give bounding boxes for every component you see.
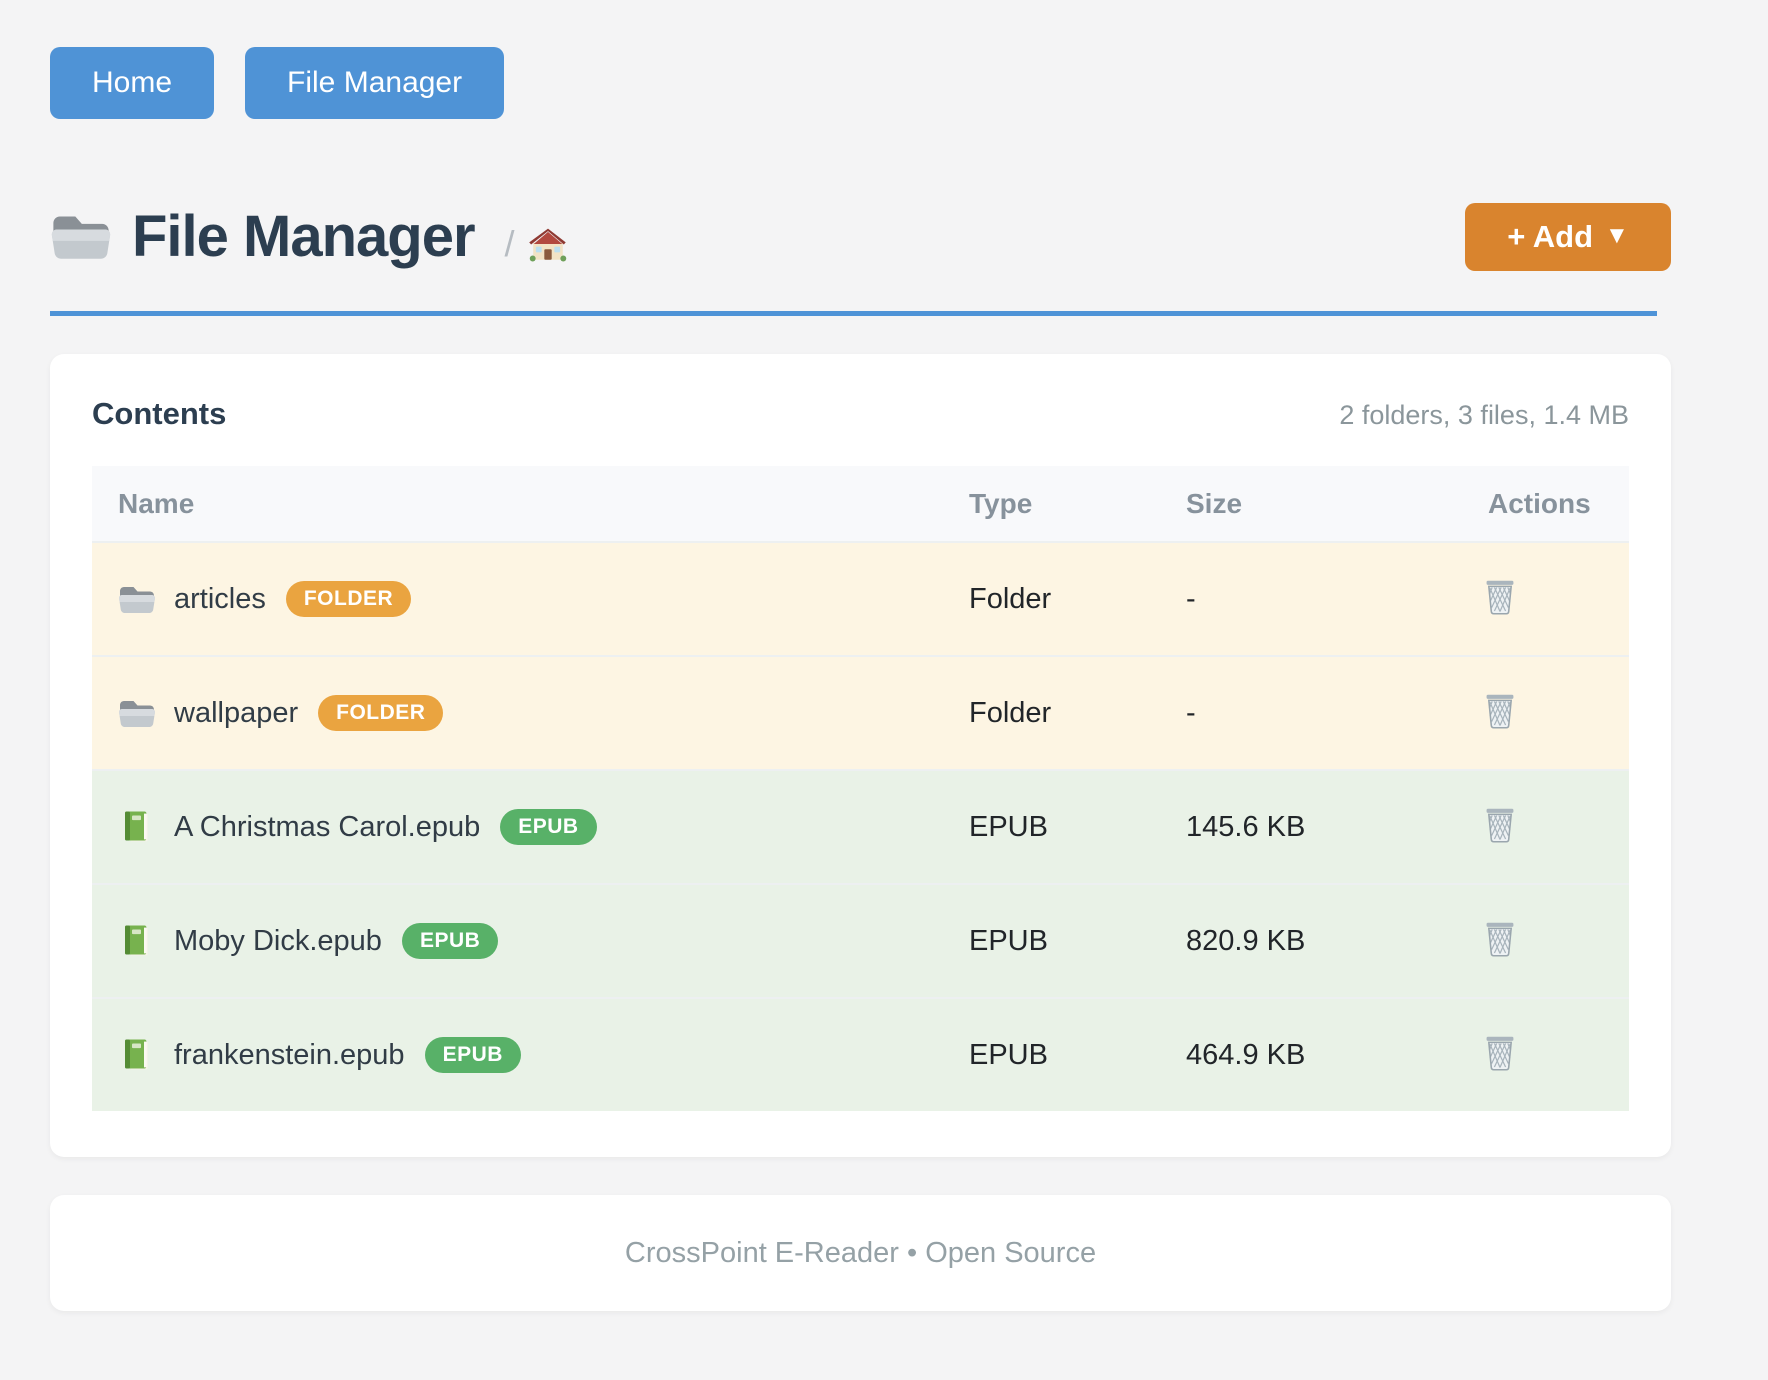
name-cell: wallpaper FOLDER — [92, 695, 969, 731]
contents-card: Contents 2 folders, 3 files, 1.4 MB Name… — [50, 354, 1671, 1157]
trash-icon — [1482, 1034, 1518, 1072]
table-row: wallpaper FOLDER Folder - — [92, 655, 1629, 769]
size-cell: 464.9 KB — [1186, 1038, 1306, 1071]
contents-summary: 2 folders, 3 files, 1.4 MB — [1339, 400, 1629, 430]
card-header: Contents 2 folders, 3 files, 1.4 MB — [92, 396, 1629, 432]
size-cell: - — [1186, 696, 1196, 729]
type-badge: EPUB — [500, 809, 597, 845]
file-name-link[interactable]: A Christmas Carol.epub — [174, 810, 481, 843]
trash-icon — [1482, 692, 1518, 730]
delete-button[interactable] — [1482, 920, 1518, 958]
file-name-link[interactable]: Moby Dick.epub — [174, 924, 382, 957]
add-button-label: + Add — [1507, 219, 1594, 254]
actions-cell — [1472, 578, 1629, 621]
trash-icon — [1482, 578, 1518, 616]
folder-icon — [118, 696, 156, 730]
delete-button[interactable] — [1482, 1034, 1518, 1072]
title-group: File Manager / — [50, 208, 567, 266]
home-button[interactable]: Home — [50, 47, 215, 119]
caret-down-icon: ▼ — [1605, 222, 1629, 249]
table-row: frankenstein.epub EPUB EPUB 464.9 KB — [92, 997, 1629, 1111]
delete-button[interactable] — [1482, 692, 1518, 730]
column-header-name: Name — [118, 487, 195, 519]
breadcrumb: / — [505, 226, 567, 266]
actions-cell — [1472, 692, 1629, 735]
book-icon — [118, 1038, 156, 1072]
type-cell: EPUB — [969, 924, 1048, 957]
house-icon[interactable] — [528, 228, 567, 262]
file-table: Name Type Size Actions articles FOLDER F… — [92, 466, 1629, 1111]
type-badge: EPUB — [424, 1037, 521, 1073]
name-cell: articles FOLDER — [92, 581, 969, 617]
type-cell: Folder — [969, 696, 1052, 729]
type-cell: EPUB — [969, 810, 1048, 843]
column-header-size: Size — [1186, 487, 1243, 519]
book-icon — [118, 924, 156, 958]
name-cell: A Christmas Carol.epub EPUB — [92, 809, 969, 845]
header-divider — [50, 311, 1657, 316]
file-name-link[interactable]: articles — [174, 582, 266, 615]
folder-icon — [50, 210, 112, 262]
actions-cell — [1472, 806, 1629, 849]
top-nav: Home File Manager — [50, 0, 1671, 119]
size-cell: - — [1186, 582, 1196, 615]
column-header-actions: Actions — [1488, 487, 1591, 519]
page-header: File Manager / + Add ▼ — [50, 203, 1671, 271]
delete-button[interactable] — [1482, 806, 1518, 844]
table-row: A Christmas Carol.epub EPUB EPUB 145.6 K… — [92, 769, 1629, 883]
contents-title: Contents — [92, 396, 227, 431]
breadcrumb-separator: / — [504, 223, 515, 264]
table-header-row: Name Type Size Actions — [92, 466, 1629, 541]
table-row: Moby Dick.epub EPUB EPUB 820.9 KB — [92, 883, 1629, 997]
folder-icon — [118, 582, 156, 616]
table-body: articles FOLDER Folder - wallpaper FOLDE… — [92, 541, 1629, 1111]
delete-button[interactable] — [1482, 578, 1518, 616]
trash-icon — [1482, 806, 1518, 844]
column-header-type: Type — [969, 487, 1033, 519]
size-cell: 820.9 KB — [1186, 924, 1306, 957]
book-icon — [118, 810, 156, 844]
name-cell: frankenstein.epub EPUB — [92, 1037, 969, 1073]
type-cell: EPUB — [969, 1038, 1048, 1071]
file-name-link[interactable]: wallpaper — [174, 696, 299, 729]
size-cell: 145.6 KB — [1186, 810, 1306, 843]
page-title: File Manager — [132, 204, 476, 269]
type-badge: EPUB — [401, 923, 499, 959]
type-cell: Folder — [969, 582, 1052, 615]
add-button[interactable]: + Add ▼ — [1465, 203, 1671, 271]
table-row: articles FOLDER Folder - — [92, 541, 1629, 655]
name-cell: Moby Dick.epub EPUB — [92, 923, 969, 959]
footer-text: CrossPoint E-Reader • Open Source — [624, 1236, 1097, 1269]
footer: CrossPoint E-Reader • Open Source — [50, 1195, 1671, 1311]
trash-icon — [1482, 920, 1518, 958]
file-manager-button[interactable]: File Manager — [245, 47, 505, 119]
file-name-link[interactable]: frankenstein.epub — [174, 1038, 405, 1071]
actions-cell — [1472, 1034, 1629, 1077]
type-badge: FOLDER — [318, 695, 444, 731]
type-badge: FOLDER — [285, 581, 412, 617]
actions-cell — [1472, 920, 1629, 963]
